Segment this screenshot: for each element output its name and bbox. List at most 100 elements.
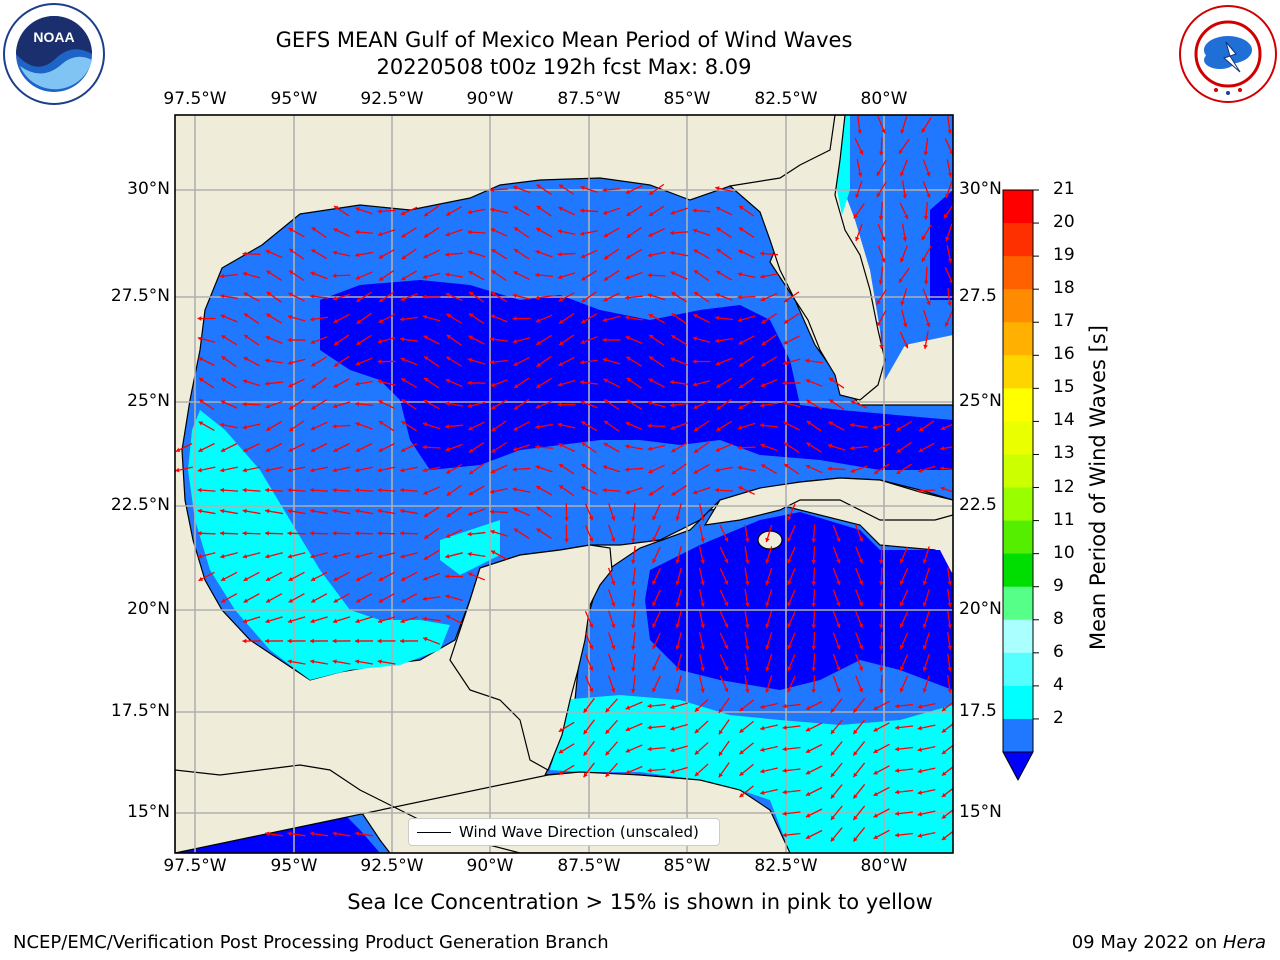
wind-wave-arrow bbox=[355, 552, 373, 559]
wind-wave-arrow bbox=[669, 230, 689, 236]
wind-wave-arrow bbox=[605, 762, 618, 778]
wind-wave-arrow bbox=[377, 359, 396, 364]
wind-wave-arrow bbox=[878, 631, 884, 651]
wind-wave-arrow bbox=[355, 357, 373, 366]
wind-wave-arrow bbox=[738, 205, 755, 217]
wind-wave-arrow bbox=[603, 292, 620, 302]
wind-wave-arrow bbox=[761, 334, 777, 346]
wind-wave-arrow bbox=[737, 315, 756, 323]
wind-wave-arrow bbox=[558, 184, 575, 195]
wind-wave-arrow bbox=[759, 251, 779, 256]
wind-wave-arrow bbox=[670, 723, 688, 731]
lat-tick-label-right: 27.5 bbox=[959, 286, 997, 306]
wind-wave-arrow bbox=[490, 379, 508, 388]
wind-wave-arrow bbox=[625, 421, 643, 431]
wind-wave-arrow bbox=[878, 137, 884, 156]
wind-wave-arrow bbox=[446, 334, 462, 346]
colorbar-segment bbox=[1003, 685, 1033, 720]
wind-wave-arrow bbox=[490, 550, 508, 560]
wind-wave-arrow bbox=[513, 356, 530, 367]
wind-wave-arrow bbox=[400, 206, 418, 216]
wind-wave-arrow bbox=[220, 466, 238, 473]
wind-wave-arrow bbox=[765, 546, 773, 564]
wind-wave-arrow bbox=[940, 446, 953, 451]
wind-wave-arrow bbox=[355, 334, 373, 346]
wind-wave-arrow bbox=[242, 552, 261, 559]
wind-wave-arrow bbox=[737, 445, 756, 451]
wind-wave-arrow bbox=[739, 785, 754, 798]
wind-wave-arrow bbox=[876, 159, 887, 177]
wind-wave-arrow bbox=[608, 589, 616, 607]
wind-wave-arrow bbox=[423, 249, 440, 259]
wind-wave-arrow bbox=[652, 503, 661, 521]
wind-wave-arrow bbox=[670, 357, 688, 366]
wind-wave-arrow bbox=[894, 725, 914, 730]
wind-wave-arrow bbox=[580, 313, 598, 324]
wind-wave-arrow bbox=[787, 546, 796, 564]
wind-wave-arrow bbox=[287, 552, 306, 559]
wind-wave-arrow bbox=[647, 746, 666, 752]
wind-wave-arrow bbox=[783, 421, 800, 431]
wind-wave-arrow bbox=[652, 675, 661, 693]
wind-wave-arrow bbox=[626, 205, 642, 217]
wind-wave-arrow bbox=[378, 249, 395, 259]
wind-wave-arrow bbox=[783, 463, 800, 475]
lat-tick-label-left: 17.5°N bbox=[110, 701, 170, 721]
wind-wave-arrow bbox=[811, 610, 817, 629]
wind-wave-arrow bbox=[288, 292, 305, 302]
wind-wave-arrow bbox=[355, 380, 373, 387]
wind-wave-arrow bbox=[535, 465, 553, 473]
wind-wave-arrow bbox=[579, 380, 599, 385]
wind-wave-arrow bbox=[378, 291, 395, 303]
wind-wave-arrow bbox=[584, 632, 594, 650]
wind-wave-arrow bbox=[378, 571, 395, 582]
wind-wave-arrow bbox=[311, 226, 327, 239]
wind-wave-arrow bbox=[243, 593, 260, 603]
wind-wave-arrow bbox=[922, 653, 930, 672]
wind-wave-arrow bbox=[198, 442, 215, 453]
wind-wave-arrow bbox=[715, 206, 733, 216]
wind-wave-arrow bbox=[605, 741, 618, 756]
wind-wave-arrow bbox=[332, 423, 351, 429]
wind-wave-arrow bbox=[854, 138, 864, 155]
wind-wave-arrow bbox=[941, 701, 953, 712]
wind-wave-arrow bbox=[692, 487, 711, 495]
wind-wave-arrow bbox=[631, 545, 636, 565]
colorbar-tick-label: 16 bbox=[1053, 344, 1075, 365]
wind-wave-arrow bbox=[445, 463, 463, 475]
wind-wave-arrow bbox=[944, 309, 953, 328]
wind-wave-arrow bbox=[198, 421, 215, 431]
colorbar-tick-label: 17 bbox=[1053, 311, 1075, 332]
wind-wave-arrow bbox=[693, 420, 710, 432]
wind-wave-arrow bbox=[535, 294, 553, 301]
wind-wave-arrow bbox=[490, 228, 508, 237]
wind-wave-arrow bbox=[491, 442, 507, 453]
wind-wave-arrow bbox=[675, 503, 682, 521]
wind-wave-arrow bbox=[760, 767, 778, 774]
wind-wave-arrow bbox=[738, 249, 755, 259]
wind-wave-arrow bbox=[557, 379, 576, 387]
wind-wave-arrow bbox=[445, 272, 463, 278]
wind-wave-arrow bbox=[811, 588, 817, 608]
wind-wave-arrow bbox=[377, 616, 396, 624]
wind-wave-arrow bbox=[921, 117, 932, 133]
lat-tick-label-right: 30°N bbox=[959, 179, 1002, 199]
wind-wave-arrow bbox=[944, 138, 953, 155]
wind-wave-arrow bbox=[698, 632, 705, 650]
wind-wave-arrow bbox=[333, 378, 350, 388]
wind-wave-arrow bbox=[631, 674, 636, 694]
wind-wave-arrow bbox=[852, 698, 866, 713]
wind-wave-arrow bbox=[940, 423, 953, 431]
wind-wave-arrow bbox=[719, 675, 729, 693]
wind-wave-arrow bbox=[832, 632, 841, 650]
wind-wave-arrow bbox=[739, 742, 754, 755]
lat-tick-label-right: 22.5 bbox=[959, 495, 997, 515]
lon-tick-label-top: 85°W bbox=[663, 89, 711, 109]
wind-wave-arrow bbox=[737, 294, 756, 300]
wind-wave-arrow bbox=[265, 593, 283, 603]
wind-wave-arrow bbox=[377, 638, 396, 644]
wind-wave-arrow bbox=[947, 567, 953, 586]
wind-wave-arrow bbox=[332, 273, 351, 278]
wind-wave-arrow bbox=[377, 466, 396, 473]
wind-wave-arrow bbox=[332, 401, 351, 409]
